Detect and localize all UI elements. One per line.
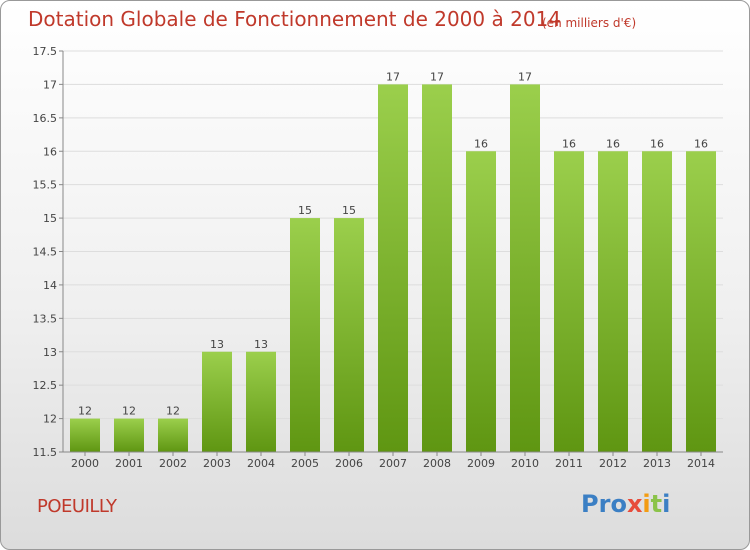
x-tick-label: 2014	[687, 457, 715, 470]
x-tick-label: 2006	[335, 457, 363, 470]
bar-value-label: 12	[78, 405, 92, 418]
bar	[334, 218, 364, 452]
logo-letter: o	[610, 490, 627, 518]
x-tick-label: 2002	[159, 457, 187, 470]
axes: 11.5 12 12.5 13 13.5 14 14.5 15 15.5 16 16.5 17 17.5…	[33, 45, 723, 470]
x-tick-label: 2005	[291, 457, 319, 470]
y-tick-label: 17.5	[33, 45, 58, 58]
y-tick-label: 14.5	[33, 246, 58, 259]
x-tick-label: 2003	[203, 457, 231, 470]
y-tick-label: 12.5	[33, 379, 58, 392]
bar-value-label: 17	[518, 70, 532, 83]
x-tick-label: 2001	[115, 457, 143, 470]
chart-title: Dotation Globale de Fonctionnement de 20…	[28, 7, 561, 31]
y-tick-label: 17	[43, 78, 57, 91]
chart-unit: (en milliers d'€)	[542, 16, 637, 30]
commune-name: POEUILLY	[37, 496, 117, 517]
y-tick-label: 12	[43, 413, 57, 426]
y-tick-label: 14	[43, 279, 57, 292]
bar	[686, 151, 716, 452]
bar	[510, 84, 540, 453]
y-tick-label: 15.5	[33, 179, 58, 192]
bar	[422, 84, 452, 453]
bar-value-label: 15	[342, 204, 356, 217]
y-tick-label: 16	[43, 145, 57, 158]
bar-value-label: 13	[254, 338, 268, 351]
bar	[466, 151, 496, 452]
bar	[246, 351, 276, 452]
bar	[598, 151, 628, 452]
bar-value-label: 13	[210, 338, 224, 351]
x-tick-label: 2007	[379, 457, 407, 470]
logo-letter: P	[581, 490, 599, 518]
x-tick-label: 2000	[71, 457, 99, 470]
x-tick-label: 2008	[423, 457, 451, 470]
proxiti-logo: Proxiti	[581, 490, 670, 518]
bar-value-label: 16	[606, 137, 620, 150]
logo-letter: t	[650, 490, 663, 518]
bar	[114, 418, 144, 452]
y-tick-label: 15	[43, 212, 57, 225]
bar	[202, 351, 232, 452]
bar-value-label: 12	[122, 405, 136, 418]
bars: 12 12 12 13 13 15 15 17 17 16 17 16 16 16 16	[70, 70, 716, 453]
x-tick-label: 2009	[467, 457, 495, 470]
bar-value-label: 17	[430, 70, 444, 83]
logo-letter: x	[626, 490, 643, 518]
bar	[554, 151, 584, 452]
bar	[642, 151, 672, 452]
logo-letter: i	[662, 490, 671, 518]
bar-value-label: 17	[386, 70, 400, 83]
y-tick-label: 13.5	[33, 312, 58, 325]
y-tick-label: 11.5	[33, 446, 58, 459]
bar	[290, 218, 320, 452]
bar-value-label: 16	[694, 137, 708, 150]
bar	[70, 418, 100, 452]
bar-value-label: 16	[474, 137, 488, 150]
bar	[378, 84, 408, 453]
y-tick-label: 16.5	[33, 112, 58, 125]
x-tick-label: 2004	[247, 457, 275, 470]
y-tick-label: 13	[43, 346, 57, 359]
logo-letter: r	[598, 490, 611, 518]
x-tick-label: 2012	[599, 457, 627, 470]
bar-value-label: 15	[298, 204, 312, 217]
bar-value-label: 16	[562, 137, 576, 150]
x-tick-label: 2010	[511, 457, 539, 470]
bar-value-label: 16	[650, 137, 664, 150]
x-tick-label: 2011	[555, 457, 583, 470]
bar-value-label: 12	[166, 405, 180, 418]
x-tick-label: 2013	[643, 457, 671, 470]
bar	[158, 418, 188, 452]
logo-letter: i	[642, 490, 651, 518]
